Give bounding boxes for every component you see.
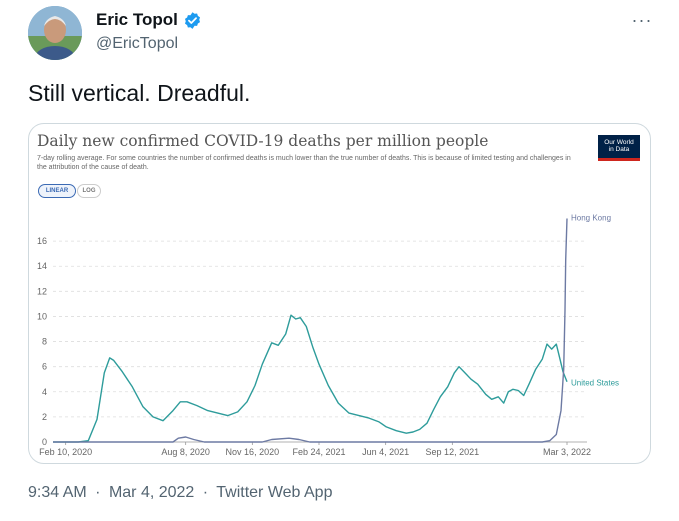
meta-separator: ·: [95, 484, 101, 501]
x-tick-label: Aug 8, 2020: [161, 447, 210, 457]
log-scale-toggle[interactable]: LOG: [77, 184, 101, 198]
avatar-image: [28, 6, 82, 60]
user-handle[interactable]: @EricTopol: [96, 35, 179, 52]
y-tick-label: 4: [42, 387, 47, 397]
y-tick-label: 0: [42, 437, 47, 447]
series-label: Hong Kong: [571, 214, 611, 223]
x-tick-label: Sep 12, 2021: [426, 447, 480, 457]
verified-badge-icon: [183, 11, 202, 30]
x-tick-label: Nov 16, 2020: [226, 447, 280, 457]
x-tick-label: Jun 4, 2021: [362, 447, 409, 457]
x-tick-label: Feb 24, 2021: [292, 447, 345, 457]
owid-logo: Our World in Data: [598, 135, 640, 161]
y-tick-label: 6: [42, 362, 47, 372]
tweet-timestamp: 9:34 AM · Mar 4, 2022 · Twitter Web App: [28, 484, 332, 502]
avatar[interactable]: [28, 6, 82, 60]
display-name[interactable]: Eric Topol: [96, 10, 178, 29]
tweet-text: Still vertical. Dreadful.: [28, 80, 251, 106]
x-tick-label: Feb 10, 2020: [39, 447, 92, 457]
chart-title: Daily new confirmed COVID-19 deaths per …: [37, 132, 489, 150]
tweet-source[interactable]: Twitter Web App: [216, 484, 333, 501]
y-tick-label: 12: [37, 286, 47, 296]
y-tick-label: 14: [37, 261, 47, 271]
linear-scale-toggle[interactable]: LINEAR: [38, 184, 76, 198]
x-tick-label: Mar 3, 2022: [543, 447, 591, 457]
chart-subtitle: 7-day rolling average. For some countrie…: [37, 155, 571, 171]
series-label: United States: [571, 379, 619, 388]
more-options-icon[interactable]: ···: [631, 9, 653, 30]
tweet-media-chart[interactable]: Daily new confirmed COVID-19 deaths per …: [28, 123, 651, 464]
y-tick-label: 10: [37, 311, 47, 321]
chart-plot: 0 2 4 6 8 10 12 14 16 Feb 10, 2020 Aug 8, 2020 Nov …: [37, 214, 619, 457]
y-tick-label: 8: [42, 337, 47, 347]
y-tick-label: 2: [42, 412, 47, 422]
series-line-united-states: [53, 314, 568, 443]
owid-logo-line1: Our World: [604, 139, 634, 146]
author-name-row: Eric Topol: [96, 10, 202, 30]
y-tick-label: 16: [37, 236, 47, 246]
tweet-date[interactable]: Mar 4, 2022: [108, 484, 195, 501]
series-line-hong-kong: [53, 218, 568, 443]
meta-separator: ·: [202, 484, 209, 501]
owid-logo-line2: in Data: [608, 146, 630, 153]
tweet-time[interactable]: 9:34 AM: [28, 484, 87, 501]
